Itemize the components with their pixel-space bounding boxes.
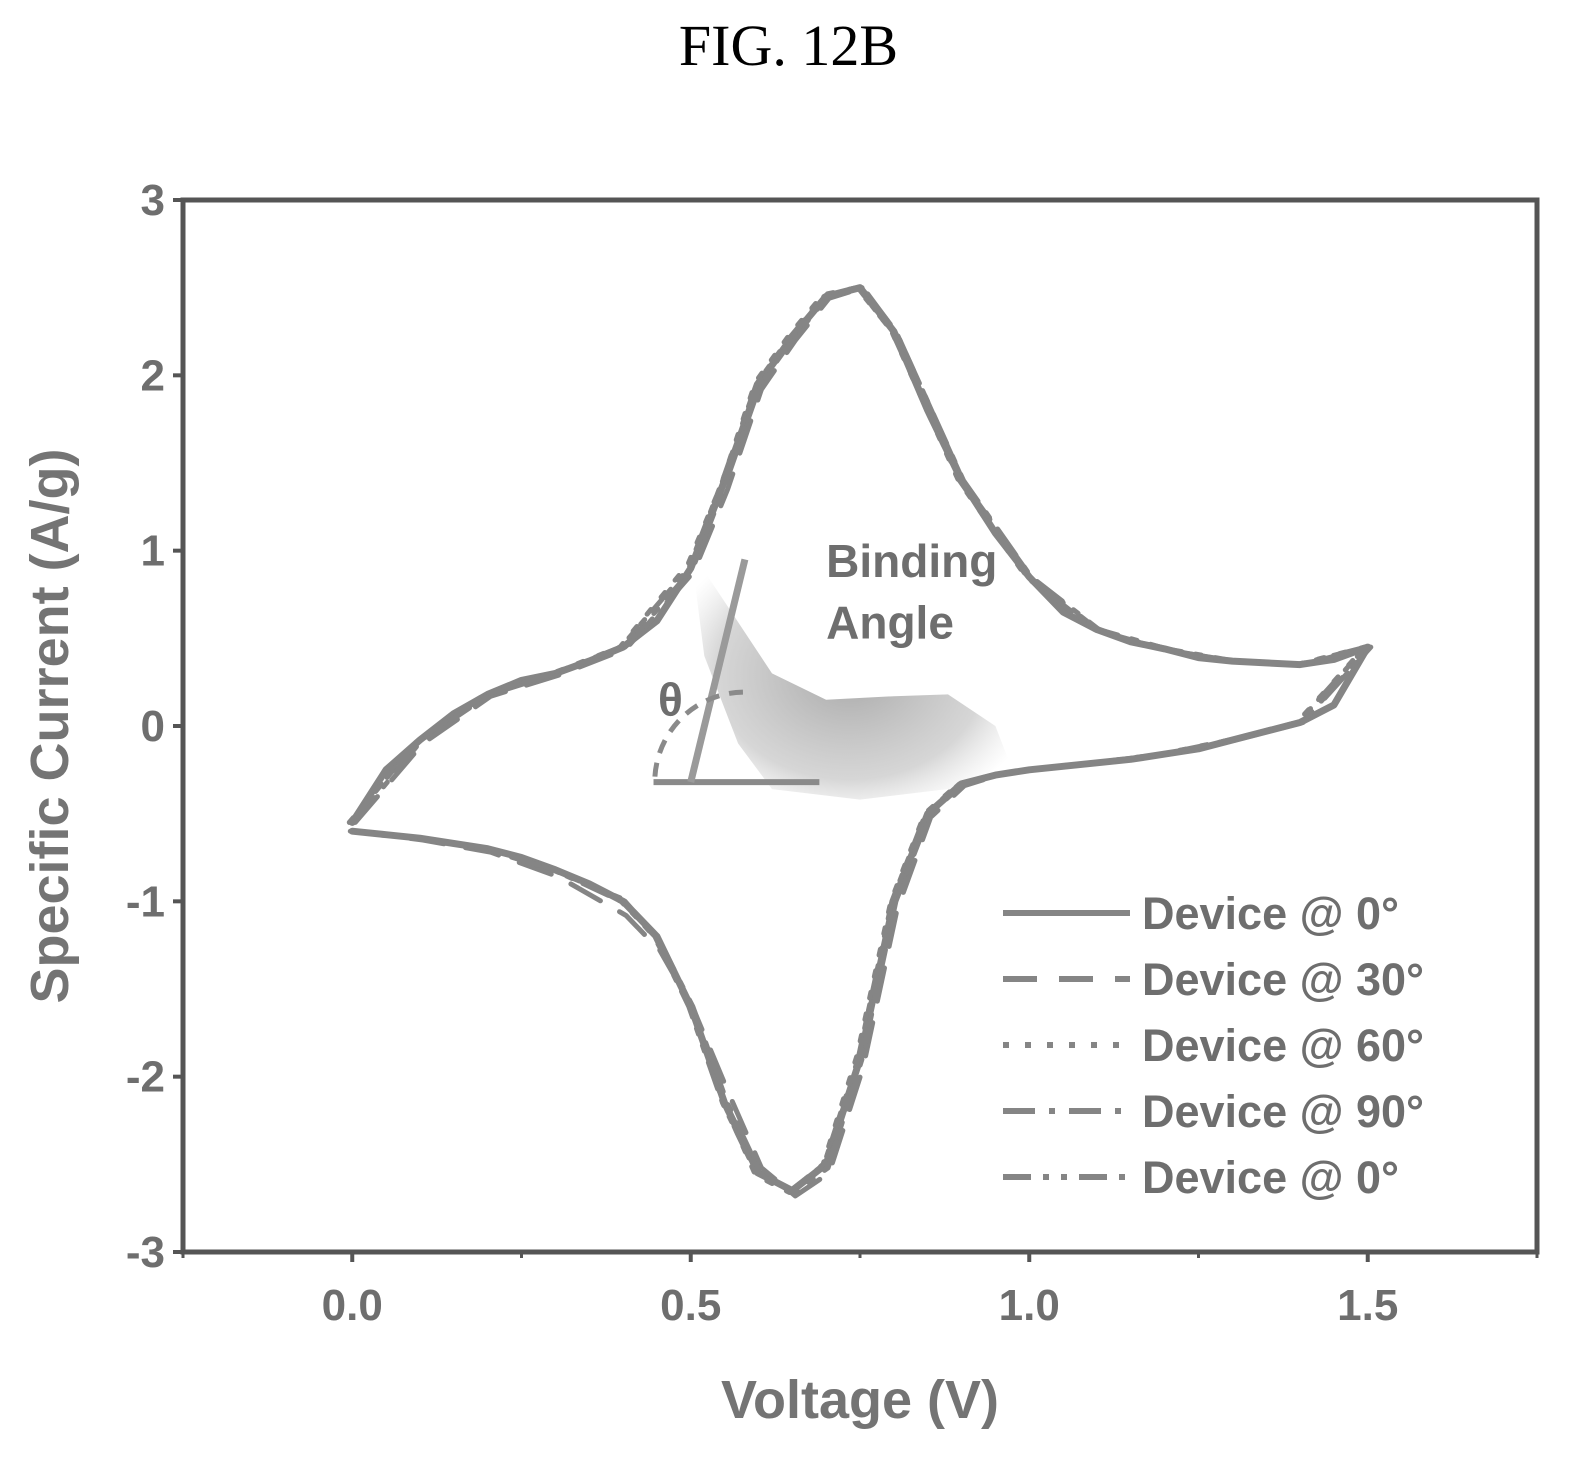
binding-label-line2: Angle [826,596,954,648]
figure-label: FIG. 12B [678,13,899,78]
legend-entry-5: Device @ 0° [1142,1152,1399,1203]
angle-arc [652,689,744,783]
contact-line [687,558,749,783]
x-tick-label: 0.0 [322,1281,383,1330]
x-tick-label: 1.0 [999,1281,1060,1330]
series-line-5 [347,285,1369,1194]
y-tick-label: 3 [141,176,165,225]
y-tick-label: -2 [126,1053,165,1102]
binding-angle-shade [690,550,1009,800]
x-axis-title: Voltage (V) [721,1370,999,1430]
theta-label: θ [658,673,683,725]
y-axis-title: Specific Current (A/g) [20,448,80,1003]
y-tick-label: 1 [141,527,165,576]
series-line-2 [352,285,1374,1199]
y-tick-label: -1 [126,877,165,926]
y-tick-label: 0 [141,702,165,751]
legend-entry-2: Device @ 30° [1142,954,1424,1005]
x-tick-label: 0.5 [660,1281,721,1330]
binding-label-line1: Binding [826,535,997,587]
legend-entry-3: Device @ 60° [1142,1020,1424,1071]
legend-entry-1: Device @ 0° [1142,888,1399,939]
y-tick-label: 2 [141,351,165,400]
legend-entry-4: Device @ 90° [1142,1086,1424,1137]
y-tick-label: -3 [126,1228,165,1277]
x-tick-label: 1.5 [1337,1281,1398,1330]
